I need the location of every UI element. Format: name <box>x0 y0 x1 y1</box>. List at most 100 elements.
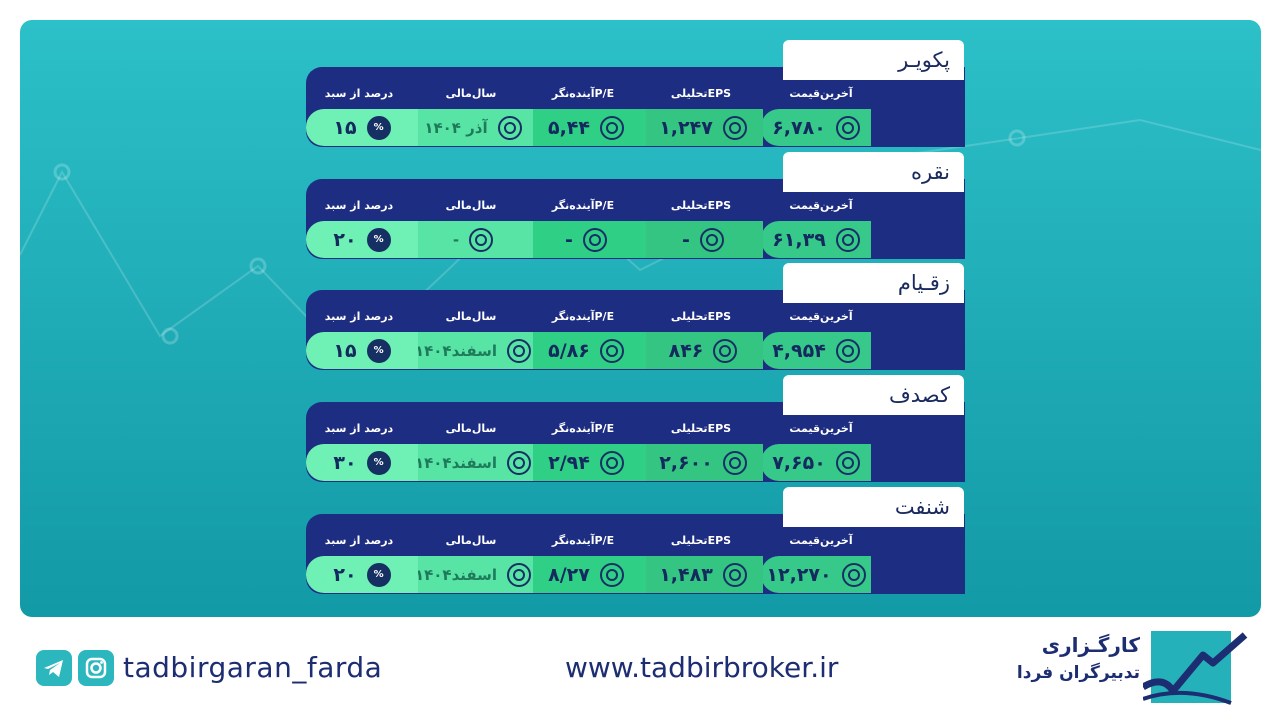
weight-pill: ۱۵ % <box>306 332 418 369</box>
target-icon <box>497 115 522 140</box>
last-price-value: ۴,۹۵۴ <box>772 339 826 362</box>
target-icon <box>835 115 860 140</box>
target-icon <box>835 338 860 363</box>
eps-value: ۲,۶۰۰ <box>659 451 713 474</box>
label-weight: درصد از سبد <box>324 199 394 212</box>
stock-card: آخرین‌قیمت EPSتحلیلی P/Eآینده‌نگر سال‌ما… <box>306 375 965 483</box>
pe-value: ۵,۴۴ <box>547 116 590 139</box>
label-weight: درصد از سبد <box>324 87 394 100</box>
label-pe: P/Eآینده‌نگر <box>551 310 615 323</box>
eps-pill: ۱,۴۸۳ <box>643 556 763 593</box>
target-icon <box>722 450 747 475</box>
target-icon <box>835 227 860 252</box>
pe-value: ۸/۲۷ <box>548 563 590 586</box>
telegram-icon[interactable] <box>36 650 72 686</box>
stock-card-body: آخرین‌قیمت EPSتحلیلی P/Eآینده‌نگر سال‌ما… <box>306 179 965 259</box>
stock-name: نقره <box>783 152 964 192</box>
target-icon <box>507 338 532 363</box>
brand-name: کارگـزاری تدبیرگران فردا <box>1010 633 1140 683</box>
last-price-pill: ۱۲,۲۷۰ <box>761 556 871 593</box>
weight-value: ۱۵ <box>333 116 357 139</box>
stock-card-body: آخرین‌قیمت EPSتحلیلی P/Eآینده‌نگر سال‌ما… <box>306 67 965 147</box>
eps-value: ۱,۲۴۷ <box>659 116 713 139</box>
label-last-price: آخرین‌قیمت <box>789 534 853 547</box>
stock-name: شنفت <box>783 487 964 527</box>
pe-pill: ۲/۹۴ <box>526 444 646 481</box>
pe-value: ۲/۹۴ <box>548 451 590 474</box>
stock-card-body: آخرین‌قیمت EPSتحلیلی P/Eآینده‌نگر سال‌ما… <box>306 290 965 370</box>
label-eps: EPSتحلیلی <box>670 199 732 212</box>
fiscal-value: اسفند۱۴۰۴ <box>414 565 498 584</box>
instagram-icon[interactable] <box>78 650 114 686</box>
pe-value: ۵/۸۶ <box>548 339 590 362</box>
label-eps: EPSتحلیلی <box>670 422 732 435</box>
fiscal-pill: - <box>413 221 533 258</box>
portfolio-panel: آخرین‌قیمت EPSتحلیلی P/Eآینده‌نگر سال‌ما… <box>20 20 1261 617</box>
target-icon <box>841 562 866 587</box>
weight-pill: ۲۰ % <box>306 221 418 258</box>
stock-card: آخرین‌قیمت EPSتحلیلی P/Eآینده‌نگر سال‌ما… <box>306 263 965 371</box>
eps-value: ۱,۴۸۳ <box>659 563 713 586</box>
label-fiscal: سال‌مالی <box>445 87 497 100</box>
pe-pill: ۵,۴۴ <box>526 109 646 146</box>
social-handle[interactable]: tadbirgaran_farda <box>123 651 383 684</box>
percent-icon: % <box>366 338 391 363</box>
fiscal-value: اسفند۱۴۰۴ <box>414 341 498 360</box>
target-icon <box>722 562 747 587</box>
label-last-price: آخرین‌قیمت <box>789 87 853 100</box>
percent-icon: % <box>366 115 391 140</box>
brand-logo-icon <box>1143 631 1248 705</box>
target-icon <box>507 562 532 587</box>
fiscal-value: آذر ۱۴۰۴ <box>424 118 488 137</box>
eps-value: ۸۴۶ <box>668 339 704 362</box>
brand-line2: تدبیرگران فردا <box>1016 663 1140 683</box>
percent-icon: % <box>366 450 391 475</box>
fiscal-pill: اسفند۱۴۰۴ <box>413 556 533 593</box>
weight-pill: ۱۵ % <box>306 109 418 146</box>
target-icon <box>713 338 738 363</box>
label-eps: EPSتحلیلی <box>670 87 732 100</box>
fiscal-pill: اسفند۱۴۰۴ <box>413 332 533 369</box>
weight-value: ۱۵ <box>333 339 357 362</box>
label-pe: P/Eآینده‌نگر <box>551 87 615 100</box>
eps-pill: - <box>643 221 763 258</box>
label-last-price: آخرین‌قیمت <box>789 199 853 212</box>
stock-card: آخرین‌قیمت EPSتحلیلی P/Eآینده‌نگر سال‌ما… <box>306 152 965 260</box>
stock-card: آخرین‌قیمت EPSتحلیلی P/Eآینده‌نگر سال‌ما… <box>306 40 965 148</box>
last-price-value: ۷,۶۵۰ <box>772 451 826 474</box>
last-price-pill: ۷,۶۵۰ <box>761 444 871 481</box>
weight-value: ۳۰ <box>333 451 357 474</box>
fiscal-value: - <box>452 230 460 249</box>
weight-value: ۲۰ <box>333 228 357 251</box>
eps-pill: ۲,۶۰۰ <box>643 444 763 481</box>
eps-value: - <box>682 228 690 251</box>
target-icon <box>582 227 607 252</box>
label-last-price: آخرین‌قیمت <box>789 310 853 323</box>
target-icon <box>599 450 624 475</box>
label-weight: درصد از سبد <box>324 422 394 435</box>
weight-value: ۲۰ <box>333 563 357 586</box>
label-fiscal: سال‌مالی <box>445 310 497 323</box>
label-fiscal: سال‌مالی <box>445 534 497 547</box>
label-weight: درصد از سبد <box>324 534 394 547</box>
website-link[interactable]: www.tadbirbroker.ir <box>565 651 839 684</box>
label-eps: EPSتحلیلی <box>670 310 732 323</box>
stock-card: آخرین‌قیمت EPSتحلیلی P/Eآینده‌نگر سال‌ما… <box>306 487 965 595</box>
stock-name: زقـیام <box>783 263 964 303</box>
weight-pill: ۲۰ % <box>306 556 418 593</box>
fiscal-value: اسفند۱۴۰۴ <box>414 453 498 472</box>
pe-value: - <box>565 228 573 251</box>
percent-icon: % <box>366 562 391 587</box>
social-links <box>36 650 114 686</box>
brand-line1: کارگـزاری <box>1041 633 1140 657</box>
weight-pill: ۳۰ % <box>306 444 418 481</box>
target-icon <box>600 115 624 140</box>
label-last-price: آخرین‌قیمت <box>789 422 853 435</box>
percent-icon: % <box>366 227 391 252</box>
pe-pill: ۵/۸۶ <box>526 332 646 369</box>
eps-pill: ۱,۲۴۷ <box>643 109 763 146</box>
stock-name: کصدف <box>783 375 964 415</box>
stock-name: پکویـر <box>783 40 964 80</box>
label-pe: P/Eآینده‌نگر <box>551 199 615 212</box>
label-fiscal: سال‌مالی <box>445 422 497 435</box>
